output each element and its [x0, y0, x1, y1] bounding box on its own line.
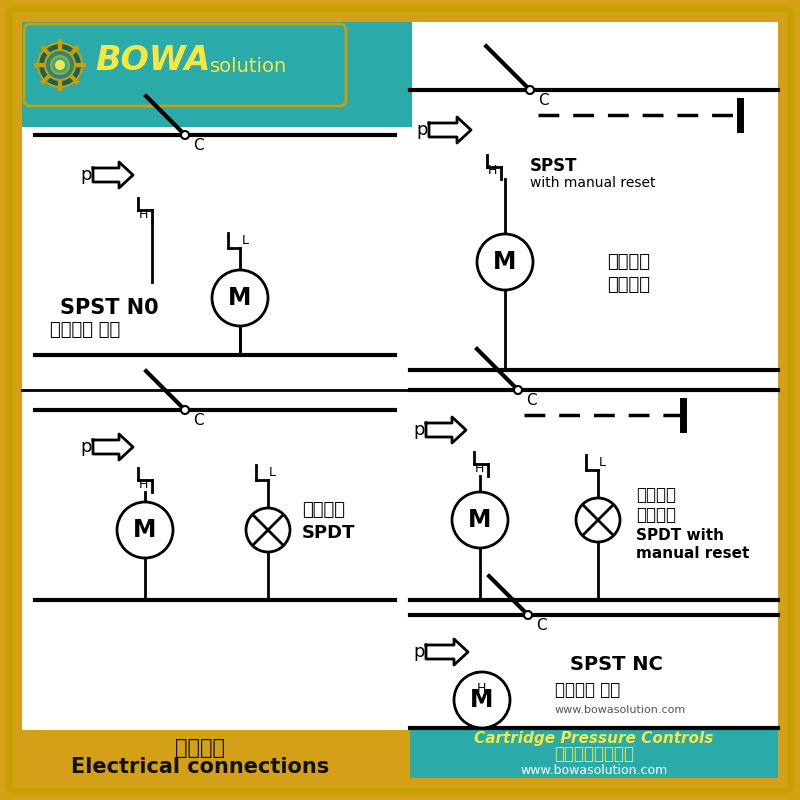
Circle shape [181, 131, 189, 139]
Text: solution: solution [210, 57, 287, 75]
Text: 手动复位: 手动复位 [636, 506, 676, 524]
FancyBboxPatch shape [24, 24, 346, 106]
Bar [410, 730, 778, 778]
Circle shape [45, 50, 75, 80]
Text: www.bowasolution.com: www.bowasolution.com [520, 763, 668, 777]
Text: 单刀双掷: 单刀双掷 [302, 501, 345, 519]
Text: 即插式压力控制器: 即插式压力控制器 [554, 745, 634, 763]
Circle shape [576, 498, 620, 542]
Circle shape [51, 56, 69, 74]
Text: p: p [81, 166, 92, 184]
Text: 单刀单掷 常开: 单刀单掷 常开 [50, 321, 120, 339]
Polygon shape [93, 434, 133, 460]
Circle shape [514, 386, 522, 394]
Text: 单刀单掷 常闭: 单刀单掷 常闭 [555, 681, 620, 699]
Text: C: C [193, 138, 204, 153]
Polygon shape [429, 117, 471, 143]
Circle shape [524, 611, 532, 619]
Text: 触点形式: 触点形式 [175, 738, 225, 758]
Circle shape [38, 43, 82, 87]
Text: H: H [139, 207, 148, 221]
Text: M: M [494, 250, 517, 274]
Polygon shape [426, 639, 468, 665]
Text: L: L [242, 234, 249, 246]
Circle shape [246, 508, 290, 552]
Text: with manual reset: with manual reset [530, 176, 655, 190]
Circle shape [452, 492, 508, 548]
Text: M: M [468, 508, 492, 532]
Circle shape [117, 502, 173, 558]
Text: SPDT with: SPDT with [636, 527, 724, 542]
Circle shape [55, 60, 65, 70]
Text: L: L [269, 466, 276, 479]
Text: L: L [599, 457, 606, 470]
Polygon shape [93, 162, 133, 188]
Text: M: M [228, 286, 252, 310]
Text: M: M [134, 518, 157, 542]
Circle shape [181, 406, 189, 414]
Text: H: H [477, 682, 486, 694]
Text: SPDT: SPDT [302, 524, 355, 542]
Text: C: C [193, 413, 204, 428]
Text: C: C [526, 393, 537, 408]
Polygon shape [426, 417, 466, 443]
Text: Cartridge Pressure Controls: Cartridge Pressure Controls [474, 730, 714, 746]
Bar [22, 730, 410, 778]
Text: M: M [470, 688, 494, 712]
Text: p: p [414, 643, 425, 661]
Bar [22, 22, 412, 127]
Text: H: H [139, 478, 148, 490]
Text: SPST N0: SPST N0 [60, 298, 158, 318]
Text: 手动复位: 手动复位 [607, 276, 650, 294]
Circle shape [477, 234, 533, 290]
Text: p: p [417, 121, 428, 139]
Text: p: p [81, 438, 92, 456]
Circle shape [454, 672, 510, 728]
Text: BOWA: BOWA [95, 43, 210, 77]
Text: SPST: SPST [530, 157, 578, 175]
Circle shape [212, 270, 268, 326]
Circle shape [526, 86, 534, 94]
Text: H: H [488, 165, 498, 178]
Text: H: H [475, 462, 484, 474]
Text: www.bowasolution.com: www.bowasolution.com [555, 705, 686, 715]
Text: C: C [536, 618, 546, 633]
Text: Electrical connections: Electrical connections [71, 757, 329, 777]
Text: manual reset: manual reset [636, 546, 750, 561]
Text: p: p [414, 421, 425, 439]
Text: 单刀单掷: 单刀单掷 [607, 253, 650, 271]
Text: 单刀双掷: 单刀双掷 [636, 486, 676, 504]
Text: C: C [538, 93, 549, 108]
Text: SPST NC: SPST NC [570, 655, 663, 674]
